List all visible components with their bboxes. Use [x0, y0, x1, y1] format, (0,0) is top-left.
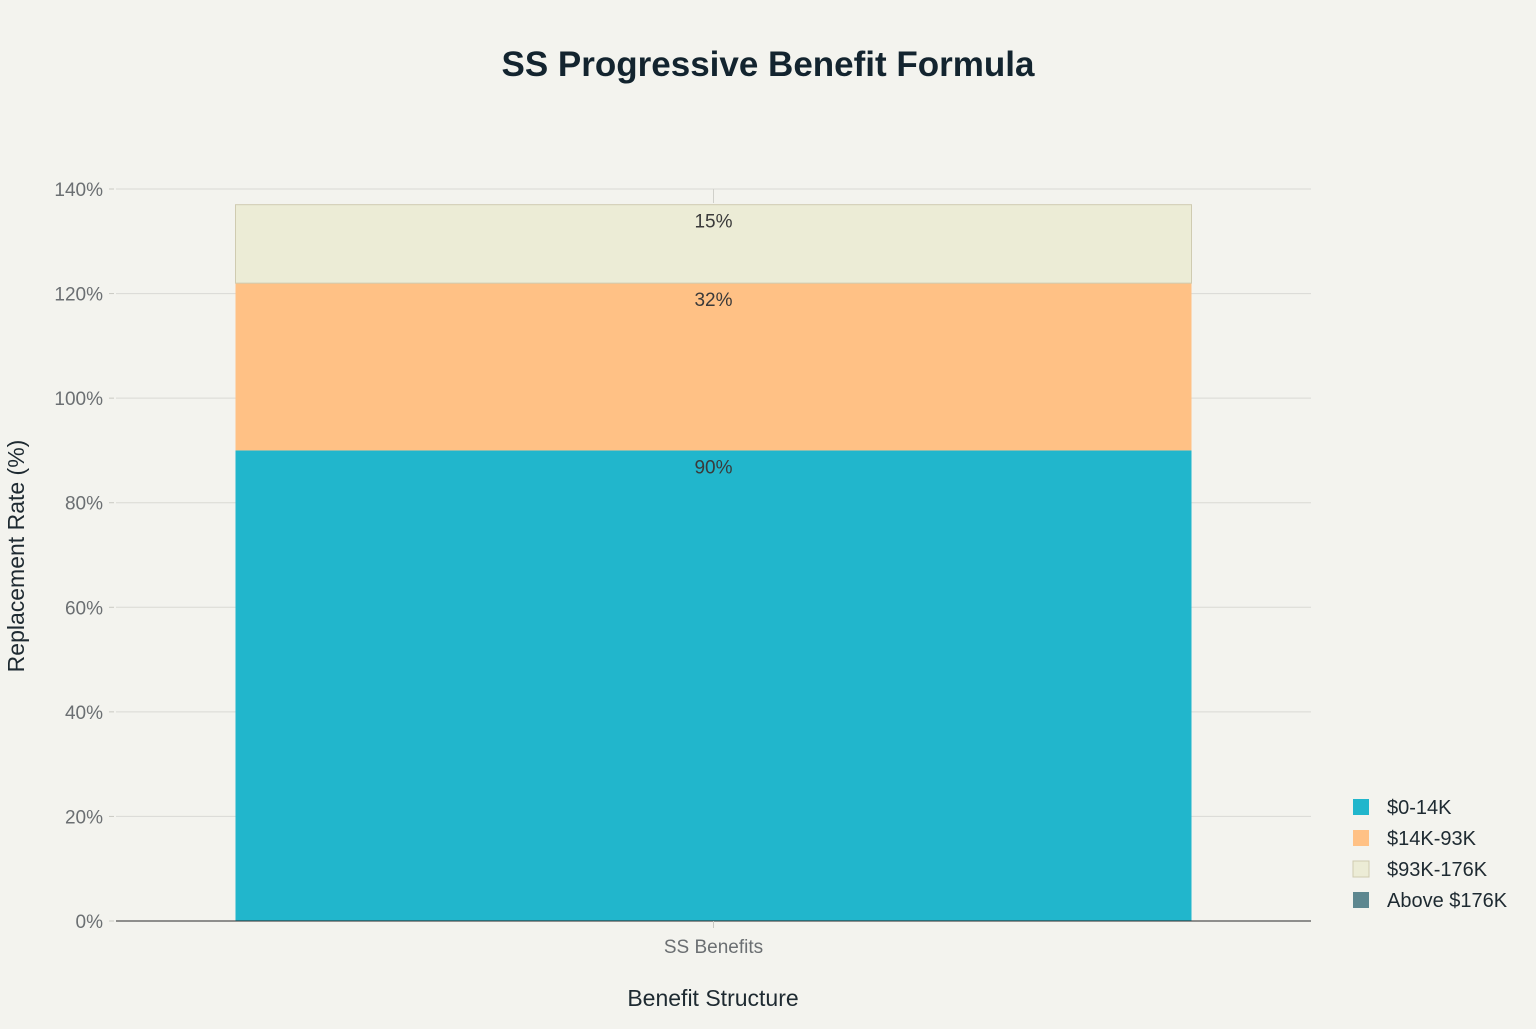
segment-labels: 90% 32% 15%: [694, 212, 732, 479]
y-tick-label: 100%: [54, 389, 103, 410]
segment-data-label: 90%: [694, 457, 732, 478]
x-axis-ticks: SS Benefits: [664, 921, 763, 958]
x-tick-label: SS Benefits: [664, 937, 763, 958]
legend-swatch: [1353, 830, 1369, 846]
bar-segment: [235, 450, 1192, 921]
legend-label: $14K-93K: [1387, 828, 1477, 850]
legend-swatch: [1352, 860, 1370, 878]
legend-label: $93K-176K: [1387, 859, 1488, 881]
legend-swatch: [1353, 799, 1369, 815]
segment-data-label: 32%: [694, 290, 732, 311]
bar-segment: [235, 204, 1192, 284]
legend-label: Above $176K: [1387, 890, 1508, 912]
bar-segments: [235, 204, 1192, 921]
y-tick-label: 80%: [65, 494, 103, 515]
y-axis-ticks: 0% 20% 40% 60% 80% 100% 120% 140%: [54, 180, 114, 933]
x-axis-title: Benefit Structure: [627, 985, 798, 1011]
y-tick-label: 120%: [54, 285, 103, 306]
y-tick-label: 140%: [54, 180, 103, 201]
y-axis-title: Replacement Rate (%): [3, 440, 29, 673]
y-tick-label: 40%: [65, 703, 103, 724]
legend: $0-14K $14K-93K $93K-176K Above $176K: [1352, 797, 1508, 912]
bar-segment: [235, 283, 1192, 451]
y-tick-label: 20%: [65, 807, 103, 828]
y-tick-label: 0%: [76, 912, 104, 933]
legend-label: $0-14K: [1387, 797, 1452, 819]
legend-swatch: [1353, 892, 1369, 908]
segment-data-label: 15%: [694, 212, 732, 233]
chart-title: SS Progressive Benefit Formula: [502, 45, 1035, 84]
y-tick-label: 60%: [65, 598, 103, 619]
